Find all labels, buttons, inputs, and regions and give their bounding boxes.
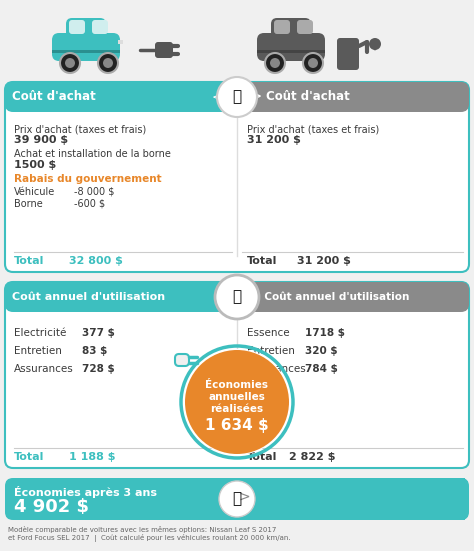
Text: 784 $: 784 $ [305,364,338,374]
FancyBboxPatch shape [175,354,189,366]
Text: Coût annuel d'utilisation: Coût annuel d'utilisation [12,292,165,302]
Text: Electricité: Electricité [14,328,66,338]
Text: 1 188 $: 1 188 $ [69,452,116,462]
Text: Modèle comparable de voitures avec les mêmes options: Nissan Leaf S 2017
et Ford: Modèle comparable de voitures avec les m… [8,526,291,542]
Bar [237,282,461,312]
Text: 39 900 $: 39 900 $ [14,135,68,145]
Circle shape [185,350,289,454]
Text: 31 200 $: 31 200 $ [247,135,301,145]
Text: Entretien: Entretien [247,346,295,356]
Text: <: < [218,290,228,304]
FancyBboxPatch shape [337,38,359,70]
Text: Prix d'achat (taxes et frais): Prix d'achat (taxes et frais) [247,124,379,134]
Circle shape [265,53,285,73]
Text: Total: Total [14,256,45,266]
Text: réalisées: réalisées [210,404,264,414]
Bar [13,478,465,520]
Text: 4 902 $: 4 902 $ [14,498,89,516]
Text: 377 $: 377 $ [82,328,115,338]
FancyBboxPatch shape [297,20,313,34]
FancyBboxPatch shape [5,282,245,312]
Circle shape [308,58,318,68]
Text: Total: Total [247,452,277,462]
Circle shape [98,53,118,73]
FancyBboxPatch shape [5,82,233,112]
FancyBboxPatch shape [271,18,311,38]
Circle shape [184,349,290,455]
Bar [257,50,325,53]
FancyBboxPatch shape [52,33,120,61]
Circle shape [369,38,381,50]
FancyBboxPatch shape [92,20,108,34]
Text: Véhicule: Véhicule [14,187,55,197]
Bar [118,40,123,44]
Text: Économies après 3 ans: Économies après 3 ans [14,486,157,498]
Text: Total: Total [247,256,277,266]
Text: -8 000 $: -8 000 $ [74,187,114,197]
Text: Borne: Borne [14,199,43,209]
Text: Entretien: Entretien [14,346,62,356]
FancyBboxPatch shape [274,20,290,34]
FancyBboxPatch shape [155,42,173,58]
Text: Rabais du gouvernement: Rabais du gouvernement [14,174,162,184]
Text: 31 200 $: 31 200 $ [297,256,351,266]
Bar [232,82,457,112]
Bar [52,50,120,53]
Text: 83 $: 83 $ [82,346,108,356]
Polygon shape [371,43,379,50]
Text: 🖩: 🖩 [232,491,242,506]
Text: 2 822 $: 2 822 $ [289,452,336,462]
FancyBboxPatch shape [5,478,469,520]
Circle shape [60,53,80,73]
FancyBboxPatch shape [5,82,469,272]
FancyBboxPatch shape [237,282,469,312]
Text: 📅: 📅 [232,289,242,305]
FancyBboxPatch shape [66,18,106,38]
Text: Achat et installation de la borne: Achat et installation de la borne [14,149,171,159]
Text: <: < [211,90,222,104]
Text: 1 634 $: 1 634 $ [205,418,269,433]
Text: <: < [223,490,235,504]
Text: Économies: Économies [206,380,268,390]
Text: >: > [239,490,251,504]
Text: > Coût annuel d'utilisation: > Coût annuel d'utilisation [252,292,410,302]
FancyBboxPatch shape [257,33,325,61]
Text: 1500 $: 1500 $ [14,160,56,170]
Text: Coût d'achat: Coût d'achat [12,90,96,104]
Circle shape [215,275,259,319]
Text: Essence: Essence [247,328,290,338]
Text: 1718 $: 1718 $ [305,328,345,338]
FancyBboxPatch shape [232,82,469,112]
Circle shape [219,481,255,517]
FancyBboxPatch shape [5,282,469,468]
Text: Prix d'achat (taxes et frais): Prix d'achat (taxes et frais) [14,124,146,134]
Circle shape [303,53,323,73]
Circle shape [65,58,75,68]
Text: 728 $: 728 $ [82,364,115,374]
Text: 🏷: 🏷 [232,89,242,105]
Text: Assurances: Assurances [247,364,307,374]
Text: 32 800 $: 32 800 $ [69,256,123,266]
Text: 320 $: 320 $ [305,346,337,356]
FancyBboxPatch shape [69,20,85,34]
Text: annuelles: annuelles [209,392,265,402]
Circle shape [103,58,113,68]
Text: Assurances: Assurances [14,364,74,374]
Text: Total: Total [14,452,45,462]
Text: > Coût d'achat: > Coût d'achat [252,90,350,104]
Circle shape [217,77,257,117]
Circle shape [270,58,280,68]
Bar [13,82,225,112]
Bar [13,282,245,312]
Text: -600 $: -600 $ [74,199,105,209]
